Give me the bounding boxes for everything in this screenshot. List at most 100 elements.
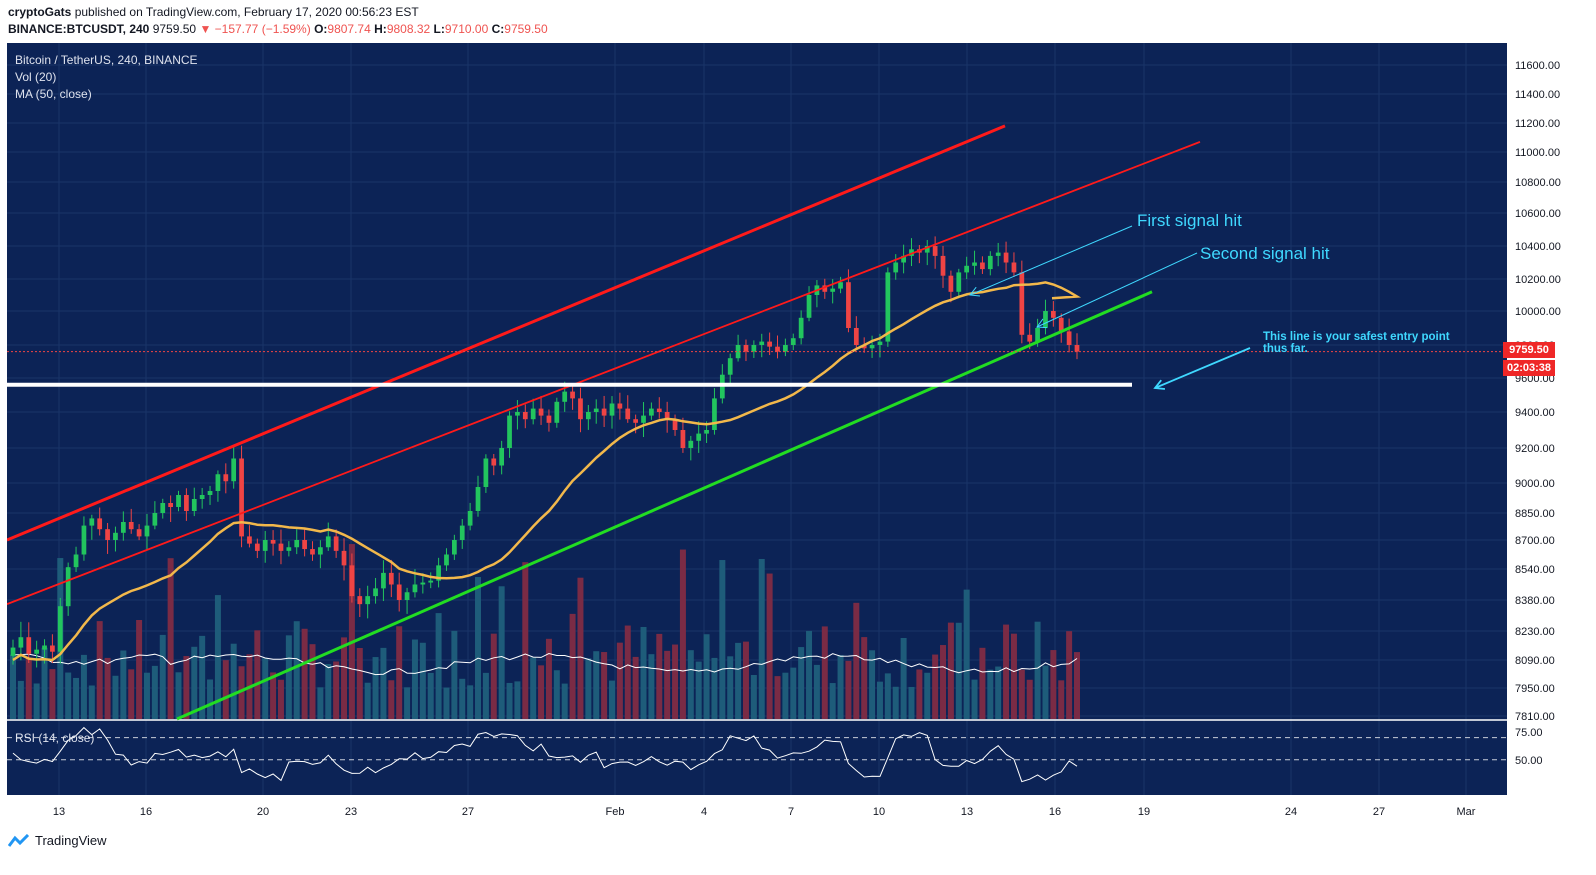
candle-body	[57, 606, 63, 652]
candle-body	[333, 536, 339, 551]
candle-body	[806, 295, 812, 318]
volume-bar	[262, 658, 269, 719]
volume-bar	[490, 633, 497, 719]
volume-bar	[876, 681, 883, 719]
volume-bar	[758, 558, 765, 719]
volume-ma-line	[12, 652, 1078, 676]
candle-body	[743, 345, 749, 352]
volume-bar	[538, 665, 545, 719]
second-signal-arrow	[1036, 252, 1198, 328]
volume-bar	[73, 677, 80, 719]
volume-bar	[285, 635, 292, 719]
candle-body	[365, 596, 371, 605]
candle-body	[26, 637, 32, 654]
volume-bar	[806, 630, 813, 719]
candle-body	[286, 547, 292, 551]
volume-bar	[782, 672, 789, 719]
time-tick-label: Feb	[606, 806, 625, 818]
candle-body	[73, 554, 79, 568]
volume-bar	[411, 639, 418, 719]
volume-bar	[955, 622, 962, 719]
candle-body	[1050, 311, 1056, 318]
time-tick-label: 24	[1285, 806, 1297, 818]
volume-bar	[277, 679, 284, 719]
price-tick-label: 8540.00	[1515, 564, 1555, 576]
volume-bar	[900, 638, 907, 719]
candle-body	[278, 543, 284, 551]
time-tick-label: 20	[257, 806, 269, 818]
candle-body	[318, 547, 323, 555]
candle-body	[294, 540, 300, 548]
candle-body	[168, 503, 173, 507]
rsi-legend[interactable]: RSI (14, close)	[15, 731, 95, 745]
volume-bar	[735, 642, 742, 719]
volume-bar	[979, 647, 986, 719]
candle-body	[373, 588, 378, 597]
candle-body	[656, 408, 662, 412]
time-tick-label: 13	[961, 806, 973, 818]
candle-body	[42, 645, 47, 650]
candle-body	[412, 584, 418, 593]
volume-bar	[1018, 669, 1025, 719]
volume-bar	[301, 628, 308, 719]
candle-body	[191, 499, 197, 511]
candle-body	[239, 458, 244, 537]
volume-bar	[498, 586, 505, 719]
candle-body	[341, 550, 347, 566]
price-tick-label: 11000.00	[1515, 147, 1560, 159]
price-chart-svg[interactable]: 11600.00 11400.00 11200.00 11000.00 10800.00…	[7, 43, 1563, 825]
candle-body	[254, 543, 260, 551]
candle-body	[404, 592, 410, 600]
candle-body	[176, 495, 181, 507]
volume-bar	[364, 682, 371, 719]
candle-body	[381, 572, 386, 589]
channel-upper-line	[7, 124, 1006, 542]
chart-area[interactable]: 11600.00 11400.00 11200.00 11000.00 10800.00…	[7, 43, 1563, 825]
volume-bar	[774, 676, 781, 719]
price-change: ▼ −157.77 (−1.59%)	[199, 22, 311, 36]
volume-bar	[506, 682, 513, 719]
candle-body	[522, 412, 528, 420]
volume-bar	[143, 672, 150, 719]
candle-body	[10, 647, 16, 656]
candle-body	[783, 345, 788, 352]
time-axis-bg	[7, 795, 1507, 825]
volume-bar	[869, 650, 876, 719]
volume-bar	[727, 656, 734, 719]
volume-bar	[1050, 650, 1057, 719]
close-label: C:	[491, 22, 505, 36]
candle-body	[89, 518, 95, 526]
candle-body	[444, 554, 449, 566]
volume-bar	[703, 634, 710, 719]
candle-body	[475, 487, 481, 511]
volume-bar	[1042, 665, 1049, 719]
volume-bar	[593, 651, 600, 719]
candle-body	[1003, 252, 1009, 263]
volume-bar	[971, 679, 978, 719]
candle-body	[633, 419, 639, 423]
volume-bar	[861, 637, 868, 719]
price-tick-label: 9200.00	[1515, 443, 1555, 455]
volume-legend[interactable]: Vol (20)	[15, 70, 57, 84]
rsi-tick-label: 50.00	[1515, 755, 1543, 767]
volume-bar	[309, 644, 316, 719]
candle-body	[81, 525, 87, 555]
ma-legend[interactable]: MA (50, close)	[15, 87, 92, 101]
candle-body	[428, 580, 434, 583]
time-tick-label: 16	[140, 806, 152, 818]
open-value: 9807.74	[327, 22, 371, 36]
volume-bar	[459, 678, 466, 719]
author-name[interactable]: cryptoGats	[8, 5, 72, 19]
candle-body	[578, 398, 583, 420]
volume-bars	[10, 544, 1080, 719]
candle-body	[546, 415, 552, 423]
volume-bar	[159, 634, 166, 719]
footer-brand[interactable]: TradingView	[8, 833, 107, 848]
time-tick-label: 10	[873, 806, 885, 818]
candle-body	[325, 536, 331, 548]
volume-bar	[10, 654, 16, 719]
volume-bar	[1066, 631, 1073, 719]
candle-body	[1058, 317, 1064, 332]
candle-body	[585, 412, 591, 420]
volume-bar	[207, 679, 214, 719]
